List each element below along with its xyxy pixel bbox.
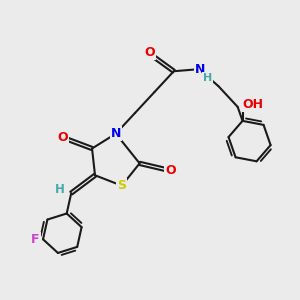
Text: H: H	[55, 183, 65, 196]
Text: S: S	[117, 179, 126, 192]
Text: O: O	[145, 46, 155, 59]
Text: N: N	[111, 127, 121, 140]
Text: F: F	[32, 233, 40, 246]
Text: OH: OH	[242, 98, 263, 111]
Text: O: O	[57, 131, 68, 144]
Text: H: H	[203, 73, 213, 83]
Text: O: O	[166, 164, 176, 177]
Text: N: N	[195, 63, 206, 76]
